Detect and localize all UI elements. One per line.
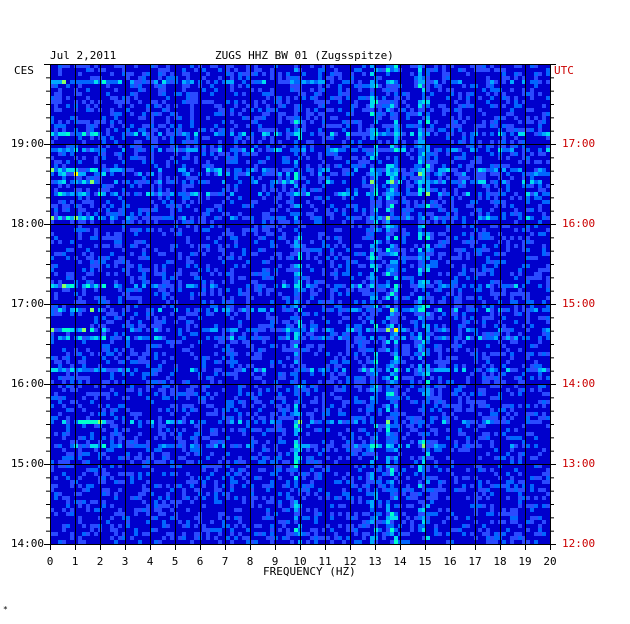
x-tick-label: 4 xyxy=(146,555,154,568)
y-tick-right: 13:00 xyxy=(562,457,596,470)
right-timezone-label: UTC xyxy=(554,64,574,77)
x-tick-label: 5 xyxy=(171,555,179,568)
y-tick-right: 14:00 xyxy=(562,377,596,390)
left-timezone-label: CES xyxy=(14,64,34,77)
y-tick-right: 17:00 xyxy=(562,137,596,150)
x-tick-label: 11 xyxy=(318,555,332,568)
x-tick-label: 9 xyxy=(271,555,279,568)
x-tick-label: 12 xyxy=(343,555,357,568)
station-title: ZUGS HHZ BW 01 (Zugsspitze) xyxy=(215,49,394,62)
x-tick-label: 15 xyxy=(418,555,432,568)
y-tick-left: 18:00 xyxy=(10,217,44,230)
x-tick-label: 1 xyxy=(71,555,79,568)
x-tick-label: 3 xyxy=(121,555,129,568)
y-tick-right: 16:00 xyxy=(562,217,596,230)
x-tick-label: 7 xyxy=(221,555,229,568)
x-tick-label: 0 xyxy=(46,555,54,568)
y-tick-right: 15:00 xyxy=(562,297,596,310)
x-tick-label: 2 xyxy=(96,555,104,568)
date-label: Jul 2,2011 xyxy=(50,49,117,62)
x-tick-label: 8 xyxy=(246,555,254,568)
footer-mark: * xyxy=(3,605,8,614)
y-tick-left: 14:00 xyxy=(10,537,44,550)
x-tick-label: 17 xyxy=(468,555,482,568)
y-tick-left: 17:00 xyxy=(10,297,44,310)
plot-border xyxy=(50,64,551,545)
x-tick-label: 13 xyxy=(368,555,382,568)
x-tick-label: 10 xyxy=(293,555,307,568)
y-tick-right: 12:00 xyxy=(562,537,596,550)
x-tick-label: 16 xyxy=(443,555,457,568)
x-tick-label: 14 xyxy=(393,555,407,568)
x-tick-label: 6 xyxy=(196,555,204,568)
x-axis-label: FREQUENCY (HZ) xyxy=(263,565,356,578)
y-tick-left: 19:00 xyxy=(10,137,44,150)
x-tick-label: 20 xyxy=(543,555,557,568)
grid-lines xyxy=(50,64,551,545)
x-tick-label: 19 xyxy=(518,555,532,568)
x-tick-label: 18 xyxy=(493,555,507,568)
y-tick-left: 16:00 xyxy=(10,377,44,390)
y-tick-left: 15:00 xyxy=(10,457,44,470)
